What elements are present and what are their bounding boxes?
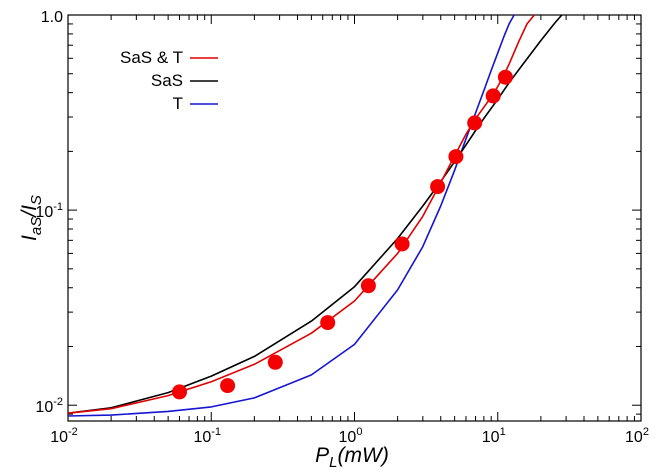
series-line-sas	[67, 14, 563, 414]
y-axis-label: IaS/IS	[18, 195, 45, 241]
data-markers	[172, 69, 513, 400]
data-point	[497, 69, 513, 85]
series-lines	[67, 14, 563, 417]
data-point	[485, 88, 501, 104]
data-point	[430, 179, 446, 195]
data-point	[394, 236, 410, 252]
legend: SaS & T SaS T	[120, 48, 218, 113]
x-tick-label: 101	[482, 426, 506, 446]
data-point	[320, 315, 336, 331]
x-tick-label: 10-2	[50, 426, 78, 446]
legend-label-1: SaS	[151, 71, 183, 90]
y-tick-label: 1.0	[41, 9, 63, 26]
data-point	[467, 115, 483, 131]
data-point	[172, 384, 187, 400]
x-tick-label: 10-1	[193, 426, 221, 446]
y-tick-label: 10-1	[35, 201, 63, 221]
x-tick-label: 102	[625, 426, 649, 446]
legend-label-2: T	[173, 94, 183, 113]
y-tick-label: 10-2	[35, 396, 63, 416]
series-line-t	[67, 14, 515, 417]
data-point	[267, 354, 283, 370]
x-axis-label: PL(mW)	[315, 444, 389, 471]
series-line-sas-t	[67, 14, 535, 414]
axis-ticks: 10-2 10-1 100 101 102 10-2 10-1 1.0	[35, 9, 649, 446]
data-point	[448, 149, 464, 165]
data-point	[220, 378, 236, 394]
legend-label-0: SaS & T	[120, 48, 183, 67]
data-point	[360, 278, 376, 294]
x-tick-label: 100	[339, 426, 363, 446]
